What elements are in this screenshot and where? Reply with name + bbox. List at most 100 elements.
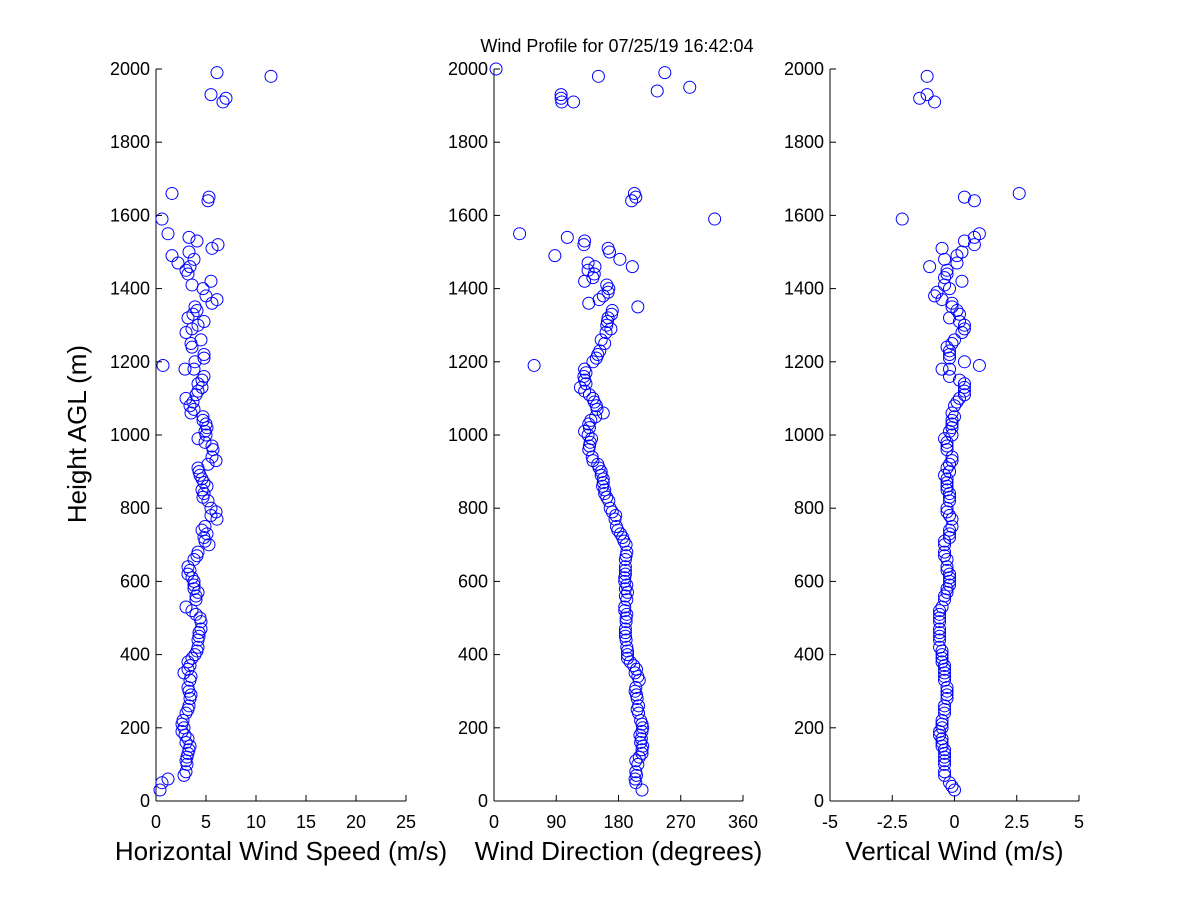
data-point [629,754,643,768]
data-point [601,311,615,325]
data-point [188,300,202,314]
data-point [938,549,952,563]
data-point [171,256,185,270]
data-point [940,267,954,281]
data-point [198,424,212,438]
data-point [198,435,212,449]
data-point [186,395,200,409]
x-tick-label: 5 [201,812,211,832]
y-tick-label: 600 [120,571,150,591]
data-point [186,307,200,321]
data-point [560,230,574,244]
data-point [578,384,592,398]
data-point [204,88,218,102]
data-point [952,391,966,405]
data-point [945,337,959,350]
data-point [204,274,218,288]
data-point [935,648,949,662]
y-tick-label: 1600 [110,205,150,225]
data-point [187,362,201,376]
data-point [633,728,647,742]
y-tick-label: 1000 [448,425,488,445]
data-point [618,622,632,636]
data-point [967,194,981,208]
data-point [945,413,959,427]
data-point [938,468,952,482]
data-point [625,194,639,208]
data-point [935,600,949,614]
data-point [938,545,952,559]
data-point [192,626,206,640]
x-tick-label: 180 [603,812,633,832]
y-tick-label: 800 [794,498,824,518]
data-point [933,633,947,647]
x-tick-label: -2.5 [877,812,908,832]
y-tick-label: 800 [458,498,488,518]
data-point [197,530,211,544]
data-point [950,395,964,409]
y-tick-label: 1000 [784,425,824,445]
data-point [189,593,203,607]
data-point [938,757,952,771]
x-tick-label: 360 [728,812,758,832]
figure-title: Wind Profile for 07/25/19 16:42:04 [480,36,753,56]
data-point [933,604,947,618]
data-point [943,567,957,581]
data-point [184,688,198,702]
data-point [940,483,954,497]
data-point [957,380,971,394]
data-point [594,465,608,479]
data-point [683,80,697,94]
data-point [183,659,197,673]
data-point [195,373,209,387]
data-point [618,626,632,640]
data-point [945,300,959,314]
data-point [957,234,971,248]
data-point [489,62,503,76]
data-point [609,520,623,533]
data-point [191,461,205,475]
data-point [957,377,971,391]
panel-2: 0 200 400 600 800 1000 1200 1400 1600 1800 2000 0 90… [448,59,762,866]
panel-3: 0 200 400 600 800 1000 1200 1400 1600 1800 2000 -5 -… [784,59,1084,866]
data-point [619,615,633,629]
data-point [578,424,592,438]
data-point [199,417,213,431]
data-point [940,340,954,354]
y-tick-label: 200 [120,718,150,738]
data-point [935,721,949,735]
data-point [950,249,964,263]
data-point [945,406,959,420]
data-point [181,267,195,281]
data-point [618,560,632,574]
data-point [943,369,957,383]
x-tick-label: 25 [396,812,416,832]
data-point [957,388,971,402]
y-tick-label: 0 [140,791,150,811]
data-point [632,699,646,713]
data-point [928,95,942,109]
x-tick-label: 0 [151,812,161,832]
data-point [182,230,196,244]
data-point [1012,186,1026,200]
y-tick-label: 200 [458,718,488,738]
y-tick-label: 1600 [784,205,824,225]
data-point [567,95,581,109]
data-point [935,732,949,746]
data-point [632,750,646,764]
data-point [187,582,201,596]
data-point [629,662,643,676]
data-point [601,241,615,255]
x-tick-label: 0 [489,812,499,832]
data-point [950,304,964,318]
data-point [184,337,198,350]
data-point [635,783,649,797]
data-point [948,410,961,424]
data-point [577,369,591,383]
data-point [938,538,952,552]
data-point [196,282,210,296]
data-point [185,651,199,665]
data-point [930,285,944,299]
data-point [620,640,634,654]
